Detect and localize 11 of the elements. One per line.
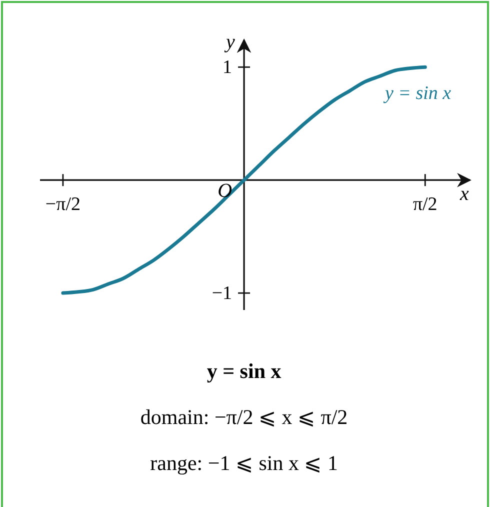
text: domain: −π/2 ⩽ x ⩽ π/2 <box>140 405 348 429</box>
text: range: −1 ⩽ sin x ⩽ 1 <box>150 451 338 475</box>
text: y = sin x <box>206 359 282 383</box>
y-tick-label: 1 <box>222 57 232 78</box>
x-axis-title: x <box>459 183 469 206</box>
x-tick-label: −π/2 <box>45 194 81 216</box>
series-label: y = sin x <box>383 83 452 104</box>
y-axis-title: y <box>224 31 236 53</box>
y-tick-label: −1 <box>212 283 232 304</box>
x-tick-label: π/2 <box>412 194 438 216</box>
annotation: O <box>218 180 232 202</box>
